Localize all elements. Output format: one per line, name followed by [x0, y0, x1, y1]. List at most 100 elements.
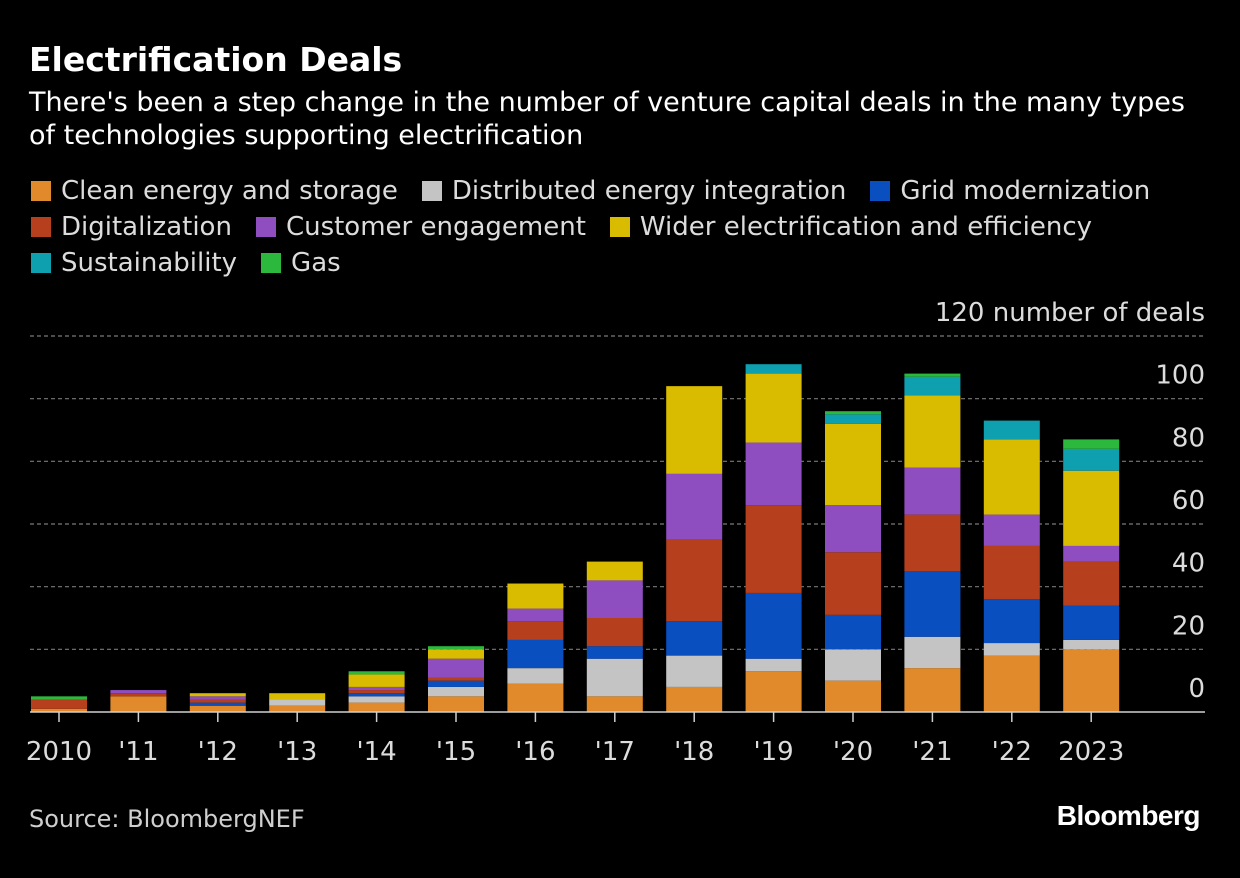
bar-segment	[507, 639, 564, 669]
bar-segment	[1063, 545, 1120, 562]
legend-label: Wider electrification and efficiency	[639, 212, 1092, 242]
bar-segment	[1063, 561, 1120, 606]
bar-segment	[745, 442, 802, 506]
bar-segment	[666, 621, 723, 656]
bar-segment	[348, 686, 405, 691]
bar-segment	[983, 514, 1040, 546]
bar-segment	[825, 552, 881, 615]
bar-segment	[586, 658, 643, 697]
bar-segment	[983, 545, 1040, 600]
bar-segment	[586, 561, 643, 581]
bar-segment	[983, 643, 1040, 656]
bar-segment	[428, 686, 484, 697]
x-tick-label: '16	[515, 737, 555, 767]
stacked-bar-chart: 0 20 40 60 80 100 120 number of deals 2010 '11 '1…	[26, 298, 1205, 767]
bar-segment	[825, 680, 881, 712]
y-tick-label: 40	[1172, 549, 1205, 579]
y-tick-label: 100	[1155, 361, 1205, 391]
x-tick-label: '14	[356, 737, 396, 767]
bar-segment	[428, 646, 484, 650]
y-tick-label: 0	[1188, 674, 1205, 704]
legend-label: Gas	[291, 248, 341, 278]
x-tick-label: '20	[833, 737, 873, 767]
bar-segment	[507, 621, 564, 640]
bar-segment	[507, 583, 564, 609]
x-tick-label: 2010	[26, 737, 92, 767]
bar-segment	[31, 699, 87, 709]
legend-item-grid-modernization: Grid modernization	[870, 176, 1150, 206]
bar-segment	[428, 658, 484, 678]
chart-subtitle: There's been a step change in the number…	[29, 87, 1185, 151]
bar-segment	[904, 467, 961, 515]
bar-segment	[348, 693, 405, 697]
bar-segment	[586, 646, 643, 659]
bar-segment	[348, 690, 405, 694]
bar-segment	[189, 702, 246, 706]
bar-segment	[983, 599, 1040, 644]
legend-label: Distributed energy integration	[451, 176, 847, 206]
legend-row: Sustainability Gas	[31, 245, 1221, 281]
bar-segment	[1063, 439, 1120, 449]
chart-legend: Clean energy and storage Distributed ene…	[31, 173, 1221, 281]
x-tick-label: '15	[436, 737, 476, 767]
bar-segment	[348, 696, 405, 703]
bar-segment	[825, 423, 881, 506]
legend-swatch	[421, 181, 442, 201]
bar-segment	[825, 414, 881, 424]
bar-segment	[428, 649, 484, 659]
legend-label: Customer engagement	[285, 212, 586, 242]
legend-row: Digitalization Customer engagement Wider…	[31, 209, 1221, 245]
bar-segment	[189, 699, 246, 703]
bar-segment	[31, 696, 87, 700]
x-tick-label: '22	[992, 737, 1032, 767]
bar-segment	[428, 696, 484, 712]
bar-segment	[31, 708, 87, 712]
legend-item-wider-electrification: Wider electrification and efficiency	[609, 212, 1092, 242]
bar-segment	[189, 696, 246, 700]
bar-segment	[507, 668, 564, 684]
x-tick-label: '21	[912, 737, 952, 767]
bar-segment	[1063, 605, 1120, 640]
bar-segment	[269, 693, 326, 700]
bars	[31, 364, 1120, 712]
bar-segment	[586, 696, 643, 712]
bar-segment	[110, 690, 167, 694]
bar-segment	[666, 539, 723, 622]
bar-segment	[1063, 649, 1120, 712]
bar-segment	[666, 386, 723, 474]
bar-segment	[507, 683, 564, 712]
bar-segment	[586, 618, 643, 647]
bar-segment	[348, 671, 405, 675]
bar-segment	[666, 655, 723, 687]
y-tick-label: 120 number of deals	[935, 298, 1205, 328]
bar-segment	[904, 373, 961, 377]
bar-segment	[110, 693, 167, 697]
legend-item-gas: Gas	[261, 248, 341, 278]
x-tick-label: '18	[674, 737, 714, 767]
legend-item-clean-energy: Clean energy and storage	[31, 176, 398, 206]
bar-segment	[586, 580, 643, 618]
bar-segment	[1063, 448, 1120, 471]
bar-segment	[825, 505, 881, 553]
bar-segment	[428, 677, 484, 681]
legend-label: Sustainability	[61, 248, 238, 278]
bar-segment	[983, 655, 1040, 712]
bar-segment	[745, 364, 802, 374]
bar-segment	[666, 686, 723, 712]
source-note: Source: BloombergNEF	[29, 805, 305, 833]
bar-segment	[189, 693, 246, 697]
axes: 0 20 40 60 80 100 120 number of deals 2010 '11 '1…	[26, 298, 1205, 767]
bar-segment	[745, 592, 802, 659]
legend-swatch	[870, 181, 891, 201]
bar-segment	[745, 373, 802, 443]
legend-item-digitalization: Digitalization	[31, 212, 232, 242]
x-tick-label: '12	[198, 737, 238, 767]
bloomberg-logo: Bloomberg	[1056, 800, 1201, 831]
bar-segment	[189, 705, 246, 712]
x-tick-label: '13	[277, 737, 317, 767]
y-tick-label: 20	[1172, 611, 1205, 641]
legend-label: Clean energy and storage	[61, 176, 398, 206]
bar-segment	[825, 411, 881, 415]
legend-item-sustainability: Sustainability	[31, 248, 237, 278]
bar-segment	[1063, 639, 1120, 650]
